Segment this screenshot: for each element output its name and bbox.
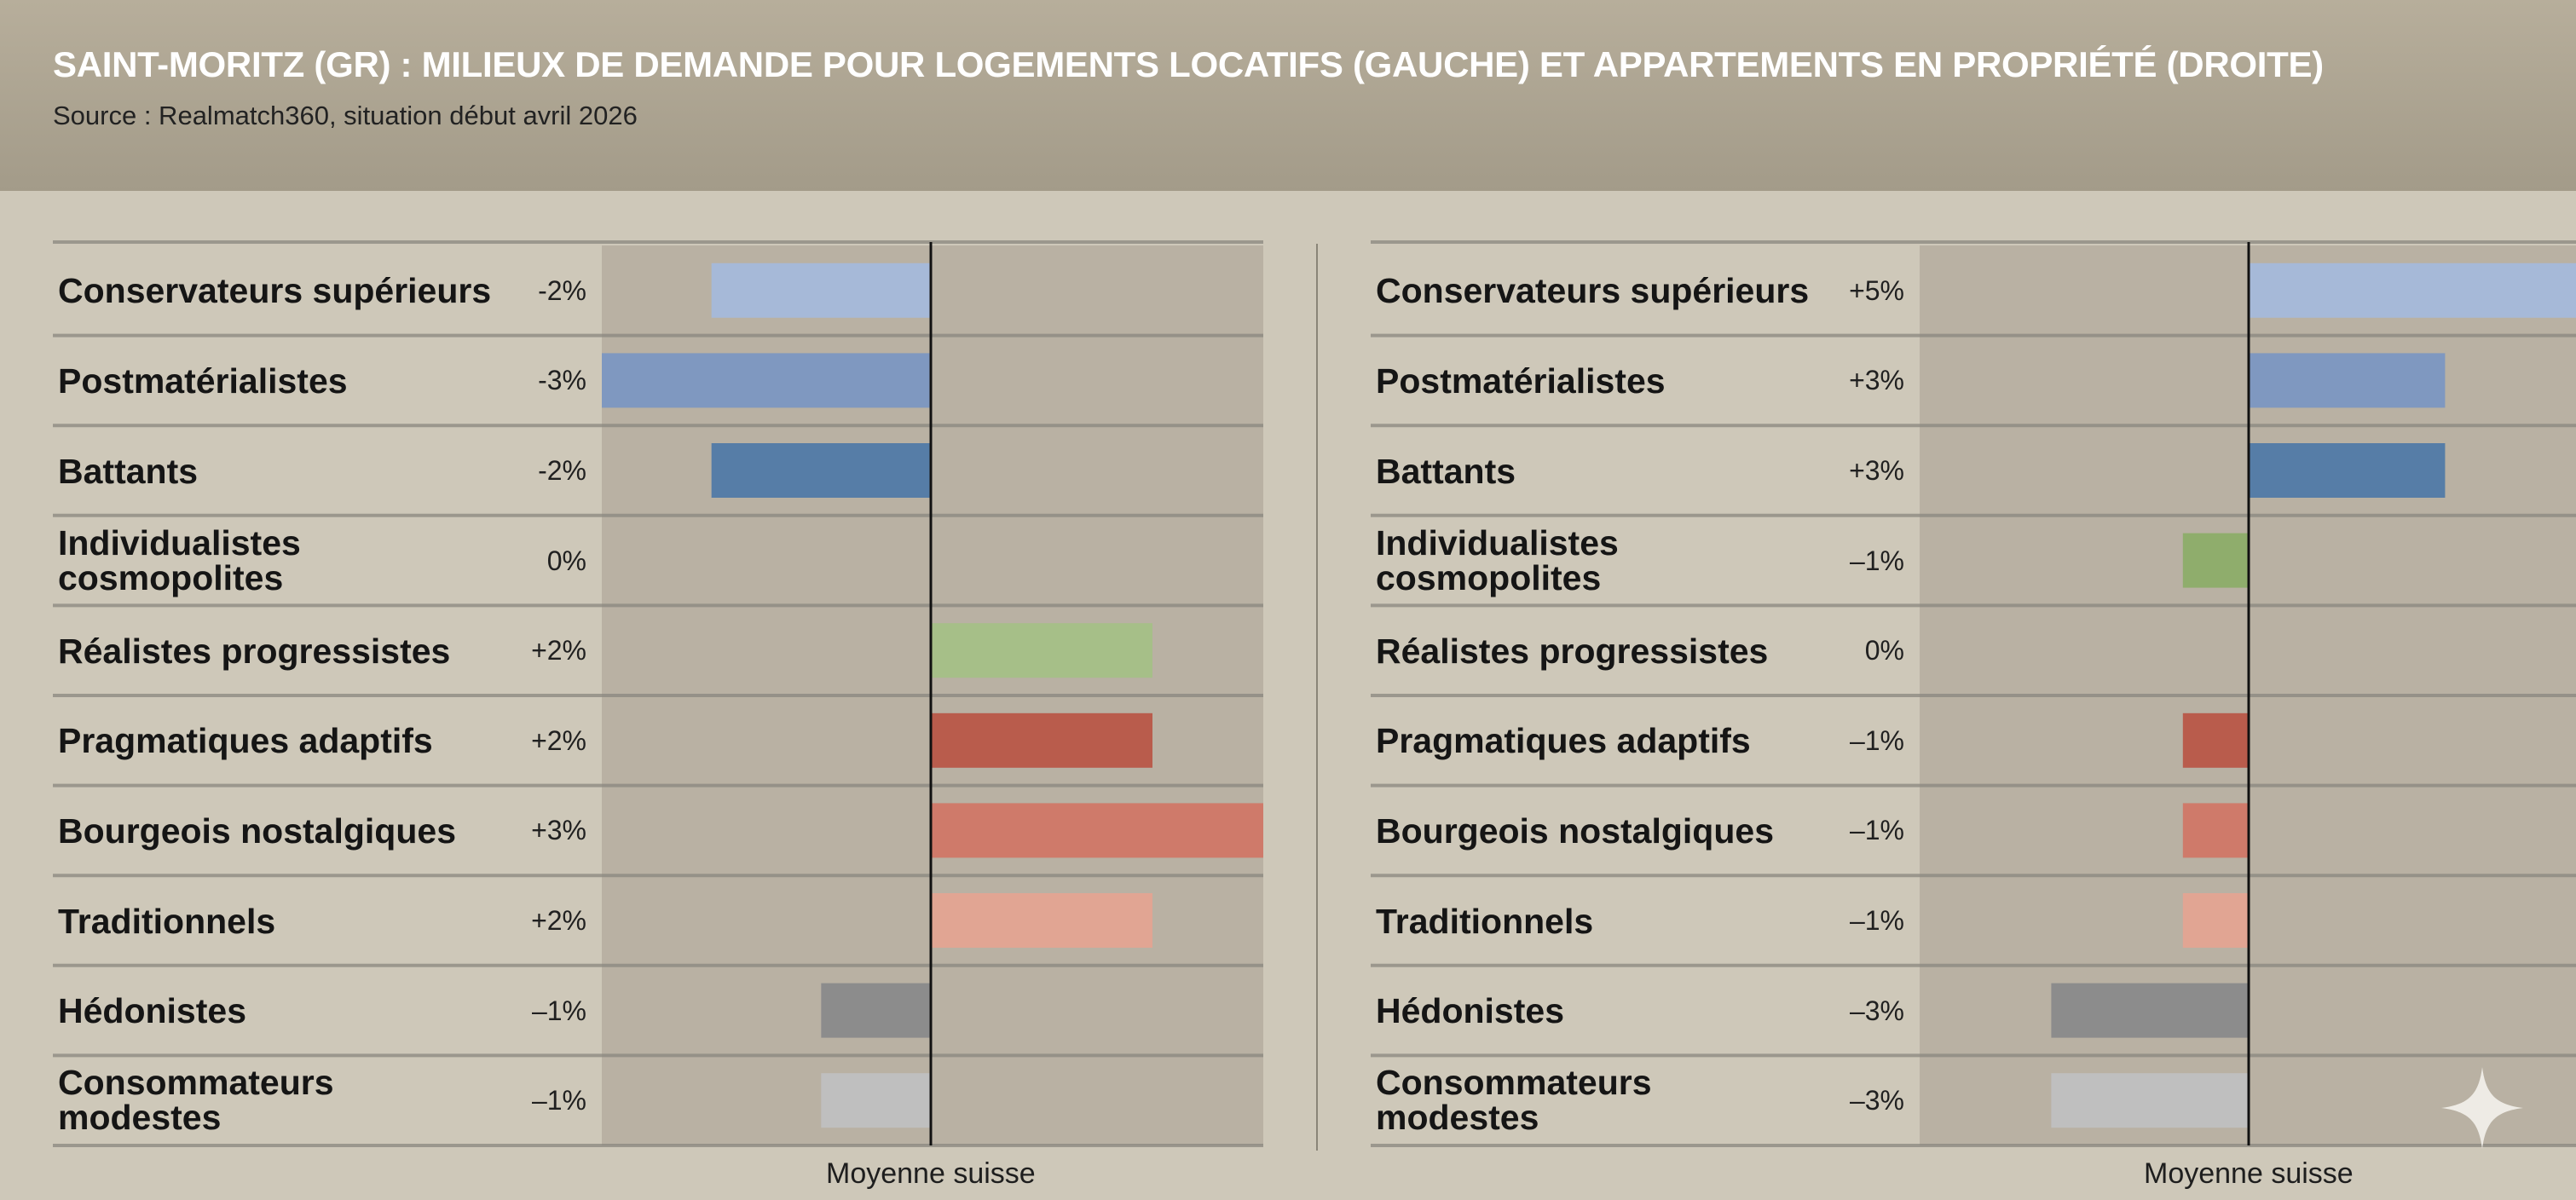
value-label: +2% xyxy=(531,724,586,756)
category-label-line: Hédonistes xyxy=(58,991,246,1031)
category-label-line: modestes xyxy=(1376,1098,1539,1138)
chart-subtitle: Source : Realmatch360, situation début a… xyxy=(53,101,638,130)
category-label: Individualistes cosmopolites xyxy=(1376,522,1619,597)
x-axis-label: Moyenne suisse xyxy=(826,1157,1036,1190)
bar-9 xyxy=(821,983,931,1038)
value-label: -3% xyxy=(538,365,586,396)
category-label-line: Bourgeois nostalgiques xyxy=(1376,811,1774,851)
bar-2 xyxy=(602,353,931,408)
category-label: Hédonistes xyxy=(1376,994,1564,1029)
category-label: Individualistes cosmopolites xyxy=(58,522,301,597)
category-label: Pragmatiques adaptifs xyxy=(58,724,433,759)
category-label-line: Traditionnels xyxy=(1376,901,1594,941)
value-label: –1% xyxy=(531,995,586,1026)
value-label: –1% xyxy=(1849,724,1904,756)
value-label: +3% xyxy=(1849,455,1904,486)
category-label-line: Postmatérialistes xyxy=(1376,361,1666,401)
value-label: +5% xyxy=(1849,274,1904,306)
category-label-line: Postmatérialistes xyxy=(58,361,348,401)
category-label: Consommateurs modestes xyxy=(1376,1065,1652,1135)
value-label: +2% xyxy=(531,905,586,936)
category-label-line: cosmopolites xyxy=(1376,557,1602,597)
sparkle-icon xyxy=(2438,1064,2527,1157)
category-label-line: modestes xyxy=(58,1098,222,1138)
category-label-line: Consommateurs xyxy=(1376,1063,1652,1103)
category-label-line: Individualistes xyxy=(1376,522,1619,562)
category-label: Postmatérialistes xyxy=(58,361,348,401)
value-label: -2% xyxy=(538,455,586,486)
category-label: Postmatérialistes xyxy=(1376,361,1666,401)
value-label: +2% xyxy=(531,635,586,666)
bar-8 xyxy=(931,893,1152,948)
bar-6 xyxy=(931,712,1152,768)
category-label-line: Traditionnels xyxy=(58,901,276,941)
category-label-line: cosmopolites xyxy=(58,557,284,597)
category-label-line: Réalistes progressistes xyxy=(58,631,451,671)
ownership-chart-panel: Conservateurs supérieurs +5% Postmatériali… xyxy=(1371,240,2576,1190)
category-label: Réalistes progressistes xyxy=(1376,631,1769,671)
bar-3 xyxy=(2249,443,2446,498)
category-label: Bourgeois nostalgiques xyxy=(58,811,456,851)
category-label: Hédonistes xyxy=(58,994,246,1029)
category-label: Conservateurs supérieurs xyxy=(1376,274,1809,309)
category-label-line: Bourgeois nostalgiques xyxy=(58,811,456,851)
rental-chart-panel: Conservateurs supérieurs -2% Postmatériali… xyxy=(53,240,1263,1190)
category-label: Pragmatiques adaptifs xyxy=(1376,724,1751,759)
category-label-line: Individualistes xyxy=(58,522,301,562)
bar-4 xyxy=(2182,533,2249,588)
bar-7 xyxy=(2182,803,2249,858)
category-label-line: Battants xyxy=(1376,451,1516,491)
category-label: Traditionnels xyxy=(1376,901,1594,941)
category-label: Consommateurs modestes xyxy=(58,1065,334,1135)
category-label-line: Conservateurs supérieurs xyxy=(1376,271,1810,311)
bar-6 xyxy=(2182,712,2249,768)
category-label: Bourgeois nostalgiques xyxy=(1376,811,1774,851)
value-label: –3% xyxy=(1849,995,1904,1026)
value-label: –1% xyxy=(531,1085,586,1116)
value-label: –1% xyxy=(1849,545,1904,576)
category-label: Battants xyxy=(1376,451,1516,491)
bar-2 xyxy=(2249,353,2446,408)
bar-10 xyxy=(2051,1073,2249,1128)
bar-9 xyxy=(2051,983,2249,1038)
category-label-line: Battants xyxy=(58,451,199,491)
category-label-line: Réalistes progressistes xyxy=(1376,631,1769,671)
chart-title: SAINT-MORITZ (GR) : MILIEUX DE DEMANDE P… xyxy=(53,44,2324,84)
ownership-bar-chart xyxy=(1371,240,2576,1147)
bar-1 xyxy=(2249,262,2576,318)
value-label: –1% xyxy=(1849,815,1904,846)
value-label: +3% xyxy=(1849,365,1904,396)
bar-3 xyxy=(711,443,931,498)
category-label-line: Pragmatiques adaptifs xyxy=(1376,721,1751,761)
category-label: Réalistes progressistes xyxy=(58,631,451,671)
value-label: +3% xyxy=(531,815,586,846)
category-label: Battants xyxy=(58,451,199,491)
category-label-line: Pragmatiques adaptifs xyxy=(58,721,433,761)
bar-5 xyxy=(931,623,1152,678)
panel-divider xyxy=(1316,244,1318,1151)
value-label: 0% xyxy=(1864,635,1904,666)
bar-8 xyxy=(2182,893,2249,948)
value-label: 0% xyxy=(546,545,586,576)
x-axis-label: Moyenne suisse xyxy=(2144,1157,2354,1190)
category-label-line: Conservateurs supérieurs xyxy=(58,271,492,311)
rental-bar-chart xyxy=(53,240,1263,1147)
value-label: –3% xyxy=(1849,1085,1904,1116)
header-banner: SAINT-MORITZ (GR) : MILIEUX DE DEMANDE P… xyxy=(0,0,2576,191)
bar-10 xyxy=(821,1073,931,1128)
bar-1 xyxy=(711,262,931,318)
category-label: Traditionnels xyxy=(58,901,276,941)
bar-7 xyxy=(931,803,1263,858)
category-label-line: Consommateurs xyxy=(58,1063,334,1103)
value-label: -2% xyxy=(538,274,586,306)
value-label: –1% xyxy=(1849,905,1904,936)
category-label: Conservateurs supérieurs xyxy=(58,274,491,309)
category-label-line: Hédonistes xyxy=(1376,991,1564,1031)
